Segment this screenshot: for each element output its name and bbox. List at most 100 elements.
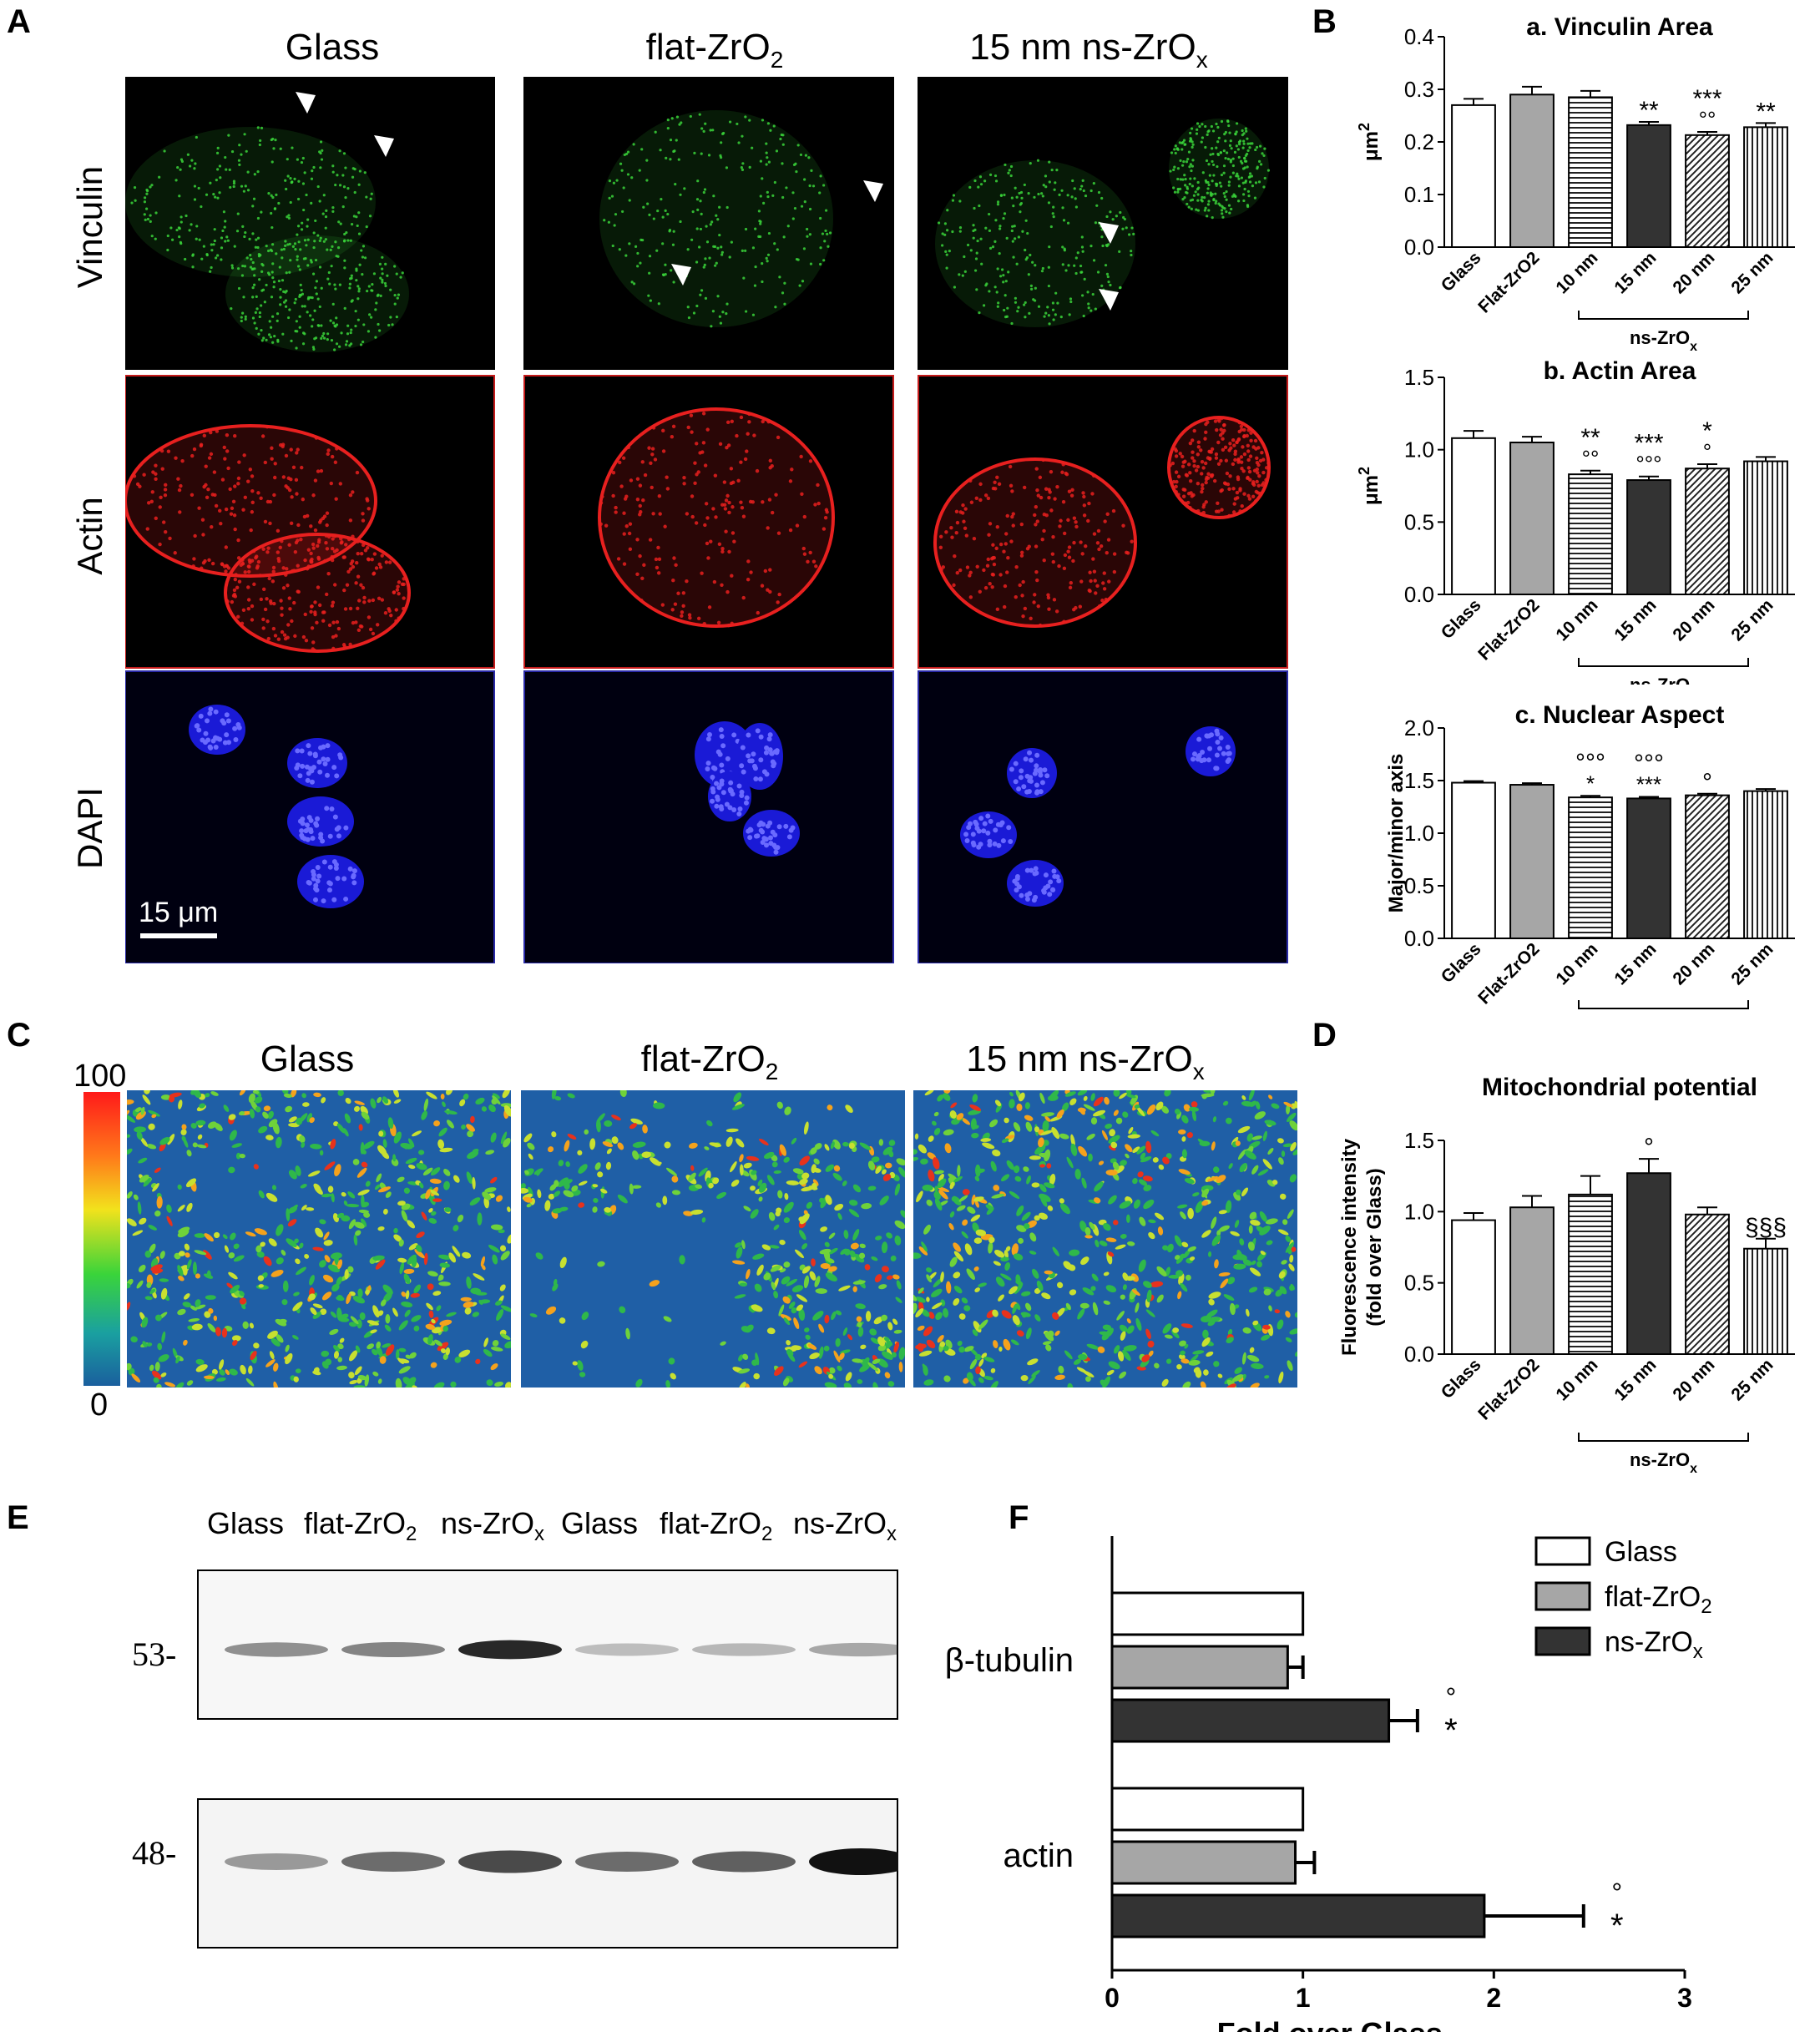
- fluorescent-spot: [664, 263, 667, 266]
- mitochondrion: [923, 1326, 933, 1337]
- mitochondrion: [184, 1243, 190, 1251]
- chromatin-spot: [1019, 892, 1024, 898]
- fluorescent-spot: [197, 186, 200, 190]
- blot-bands: [225, 1640, 898, 1875]
- category-label: Glass: [1438, 939, 1485, 987]
- mitochondrion: [746, 1383, 750, 1388]
- mitochondrion: [276, 1224, 284, 1236]
- fluorescent-spot: [1011, 225, 1014, 228]
- mitochondrion: [500, 1305, 511, 1312]
- chromatin-spot: [306, 879, 311, 885]
- mitochondrion: [882, 1174, 892, 1181]
- fluorescent-spot: [969, 500, 974, 504]
- mitochondrion: [735, 1242, 742, 1248]
- micrograph-content: [935, 119, 1271, 327]
- mitochondrion: [978, 1377, 984, 1383]
- significance-annotation: °°: [1699, 107, 1716, 132]
- category-label: 10 nm: [1552, 595, 1601, 644]
- fluorescent-spot: [276, 637, 281, 641]
- fluorescent-spot: [149, 185, 152, 189]
- fluorescent-spot: [1002, 281, 1005, 284]
- mitochondrion: [1047, 1330, 1054, 1337]
- fluorescent-spot: [312, 245, 316, 250]
- fluorescent-spot: [255, 295, 258, 298]
- fluorescent-spot: [1196, 193, 1200, 196]
- fluorescent-spot: [293, 301, 296, 305]
- mitochondrion: [1059, 1203, 1070, 1215]
- fluorescent-spot: [1224, 156, 1227, 160]
- legend-swatch: [1534, 1626, 1591, 1656]
- fluorescent-spot: [1228, 474, 1232, 478]
- mitochondrion: [1288, 1263, 1295, 1271]
- fluorescent-spot: [306, 238, 310, 241]
- fluorescent-spot: [1024, 301, 1027, 305]
- fluorescent-spot: [1191, 184, 1194, 188]
- fluorescent-spot: [731, 531, 736, 535]
- fluorescent-spot: [1215, 146, 1218, 149]
- mitochondrion: [791, 1345, 802, 1351]
- fluorescent-spot: [143, 200, 147, 204]
- mitochondrion: [494, 1300, 503, 1306]
- fluorescent-spot: [291, 245, 295, 248]
- fluorescent-spot: [711, 507, 715, 511]
- chromatin-spot: [1207, 746, 1213, 751]
- fluorescent-spot: [622, 511, 626, 515]
- chromatin-spot: [213, 735, 219, 741]
- mitochondrion: [990, 1381, 998, 1388]
- fluorescent-spot: [361, 273, 364, 276]
- fluorescent-spot: [246, 598, 251, 602]
- mitochondrion: [1239, 1238, 1245, 1246]
- fluorescent-spot: [1033, 195, 1036, 199]
- mitochondrion: [450, 1381, 457, 1388]
- mitochondrion: [415, 1245, 422, 1252]
- fluorescent-spot: [741, 134, 744, 138]
- mitochondrion: [992, 1309, 998, 1317]
- x-tick-label: 1: [1296, 1983, 1311, 2013]
- chromatin-spot: [207, 744, 213, 750]
- mitochondrion: [1277, 1138, 1284, 1144]
- fluorescent-spot: [281, 586, 286, 590]
- chromatin-spot: [1034, 870, 1039, 876]
- fluorescent-spot: [1080, 552, 1084, 556]
- chromatin-spot: [1225, 744, 1231, 750]
- mitochondrion: [893, 1329, 902, 1334]
- mitochondrion: [544, 1200, 551, 1211]
- fluorescent-spot: [1010, 514, 1014, 519]
- fluorescent-spot: [982, 568, 986, 573]
- fluorescent-spot: [295, 451, 299, 455]
- fluorescent-spot: [303, 558, 307, 563]
- fluorescent-spot: [146, 217, 150, 221]
- mitochondrion: [1246, 1308, 1250, 1317]
- fluorescent-spot: [663, 524, 667, 528]
- mitochondrion: [993, 1261, 1001, 1266]
- fluorescent-spot: [785, 186, 788, 190]
- mitochondrion: [848, 1209, 860, 1218]
- chromatin-spot: [1039, 780, 1045, 786]
- fluorescent-spot: [696, 208, 700, 211]
- fluorescent-spot: [1071, 559, 1075, 564]
- fluorescent-spot: [151, 470, 155, 474]
- fluorescent-spot: [670, 269, 673, 272]
- fluorescent-spot: [1017, 235, 1020, 239]
- fluorescent-spot: [624, 524, 629, 528]
- fluorescent-spot: [225, 449, 230, 453]
- fluorescent-spot: [998, 225, 1002, 228]
- fluorescent-spot: [301, 634, 306, 639]
- fluorescent-spot: [402, 596, 406, 600]
- fluorescent-spot: [980, 262, 983, 265]
- mitochondrion: [725, 1136, 733, 1147]
- category-label: Flat-ZrO2: [1474, 939, 1543, 1008]
- mitochondrion: [809, 1352, 820, 1360]
- fluorescent-spot: [945, 253, 948, 256]
- fluorescent-spot: [695, 442, 699, 446]
- mitochondrion: [1090, 1117, 1098, 1125]
- mitochondrion: [375, 1259, 386, 1270]
- mitochondrion: [1125, 1153, 1130, 1159]
- fluorescent-spot: [166, 248, 169, 252]
- fluorescent-spot: [806, 227, 809, 231]
- mitochondrion: [605, 1161, 612, 1170]
- mitochondrion: [430, 1362, 437, 1368]
- chromatin-spot: [196, 727, 202, 733]
- fluorescent-spot: [1203, 196, 1206, 200]
- fluorescent-spot: [677, 158, 680, 161]
